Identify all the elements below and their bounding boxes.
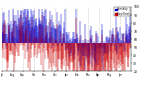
Legend: Humidity, Dew Point: Humidity, Dew Point [114, 7, 130, 16]
